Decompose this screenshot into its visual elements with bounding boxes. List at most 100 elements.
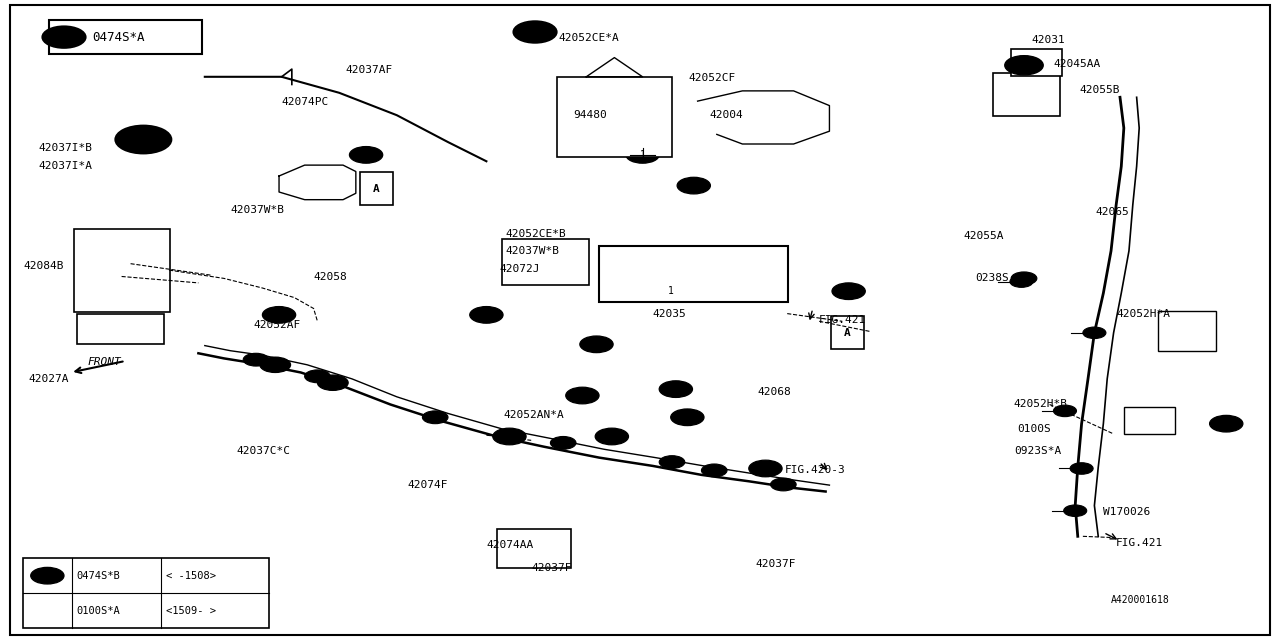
- Circle shape: [260, 357, 291, 372]
- Text: 42027A: 42027A: [28, 374, 69, 384]
- Text: 0238S: 0238S: [975, 273, 1009, 284]
- Circle shape: [677, 177, 710, 194]
- Circle shape: [580, 336, 613, 353]
- Bar: [77, 314, 164, 344]
- Bar: [557, 77, 672, 157]
- Text: 42055A: 42055A: [964, 230, 1005, 241]
- Text: 42035: 42035: [653, 308, 686, 319]
- Bar: [1124, 407, 1175, 434]
- Bar: [599, 246, 788, 302]
- Circle shape: [771, 478, 796, 491]
- Text: 1: 1: [507, 431, 512, 442]
- Bar: [1158, 311, 1216, 351]
- Text: A: A: [844, 328, 851, 338]
- Circle shape: [1005, 56, 1043, 75]
- Text: A420001618: A420001618: [1111, 595, 1170, 605]
- Circle shape: [1210, 415, 1243, 432]
- Circle shape: [1053, 405, 1076, 417]
- Text: 42037F: 42037F: [755, 559, 796, 570]
- Bar: [23, 558, 269, 628]
- Text: 1: 1: [276, 310, 282, 320]
- Circle shape: [550, 436, 576, 449]
- Circle shape: [566, 387, 599, 404]
- Circle shape: [1011, 272, 1037, 285]
- Text: 1: 1: [668, 286, 673, 296]
- Circle shape: [422, 411, 448, 424]
- Circle shape: [262, 307, 296, 323]
- Text: 1: 1: [484, 310, 489, 320]
- Text: 42065: 42065: [1096, 207, 1129, 218]
- Text: 1: 1: [594, 339, 599, 349]
- Text: 1: 1: [685, 412, 690, 422]
- Text: 1: 1: [673, 384, 678, 394]
- Text: 42004: 42004: [709, 110, 742, 120]
- Text: 0474S*A: 0474S*A: [92, 31, 145, 44]
- Text: 0100S*A: 0100S*A: [77, 606, 120, 616]
- Text: FIG.421: FIG.421: [1116, 538, 1164, 548]
- Circle shape: [749, 460, 782, 477]
- Text: 42052CF: 42052CF: [689, 73, 736, 83]
- Text: 42045AA: 42045AA: [1053, 59, 1101, 69]
- Bar: [74, 229, 170, 312]
- Text: FIG.421: FIG.421: [819, 315, 867, 325]
- Text: 0923S*A: 0923S*A: [1014, 446, 1061, 456]
- Circle shape: [595, 428, 628, 445]
- Circle shape: [325, 379, 340, 387]
- Text: 1: 1: [640, 150, 645, 160]
- Circle shape: [1070, 463, 1093, 474]
- Text: 42052H*B: 42052H*B: [1014, 399, 1068, 410]
- Circle shape: [115, 125, 172, 154]
- Text: 42074AA: 42074AA: [486, 540, 534, 550]
- Text: 2: 2: [45, 571, 50, 580]
- Text: 42055B: 42055B: [1079, 84, 1120, 95]
- Circle shape: [493, 428, 526, 445]
- Text: 1: 1: [763, 463, 768, 474]
- Text: 42037I*B: 42037I*B: [38, 143, 92, 154]
- Text: 1: 1: [60, 32, 68, 42]
- Circle shape: [659, 456, 685, 468]
- Circle shape: [125, 131, 161, 148]
- Circle shape: [671, 409, 704, 426]
- Circle shape: [1064, 505, 1087, 516]
- Circle shape: [317, 375, 348, 390]
- Text: 42052CE*B: 42052CE*B: [506, 228, 566, 239]
- Text: 42084B: 42084B: [23, 260, 64, 271]
- Text: 0100S: 0100S: [1018, 424, 1051, 434]
- Text: 42037I*A: 42037I*A: [38, 161, 92, 172]
- Text: 42058: 42058: [314, 272, 347, 282]
- Text: 42031: 42031: [1032, 35, 1065, 45]
- Text: 42052CE*A: 42052CE*A: [558, 33, 618, 44]
- Bar: [360, 172, 393, 205]
- Circle shape: [243, 353, 269, 366]
- Circle shape: [42, 26, 86, 48]
- Text: 42072J: 42072J: [499, 264, 540, 274]
- Text: 1: 1: [1224, 419, 1229, 429]
- Text: 42052AF: 42052AF: [253, 320, 301, 330]
- Bar: [993, 73, 1060, 116]
- Text: 1: 1: [846, 286, 851, 296]
- Circle shape: [654, 283, 687, 300]
- Circle shape: [349, 147, 383, 163]
- Text: 94480: 94480: [573, 110, 607, 120]
- Text: 1: 1: [609, 431, 614, 442]
- Text: FRONT: FRONT: [87, 357, 120, 367]
- Text: A: A: [372, 184, 380, 194]
- Circle shape: [470, 307, 503, 323]
- Text: 42037W*B: 42037W*B: [230, 205, 284, 215]
- Circle shape: [626, 147, 659, 163]
- Text: 42052AN*A: 42052AN*A: [503, 410, 563, 420]
- Text: W170026: W170026: [1103, 507, 1151, 517]
- Text: 42037F: 42037F: [531, 563, 572, 573]
- Text: 42068: 42068: [758, 387, 791, 397]
- Circle shape: [701, 464, 727, 477]
- Circle shape: [31, 568, 64, 584]
- Circle shape: [832, 283, 865, 300]
- Text: 0474S*B: 0474S*B: [77, 571, 120, 580]
- Circle shape: [1010, 276, 1033, 287]
- Text: < -1508>: < -1508>: [166, 571, 216, 580]
- Text: 1: 1: [364, 150, 369, 160]
- Text: 42037AF: 42037AF: [346, 65, 393, 76]
- Circle shape: [659, 381, 692, 397]
- Text: 42074F: 42074F: [407, 480, 448, 490]
- Bar: [497, 529, 571, 568]
